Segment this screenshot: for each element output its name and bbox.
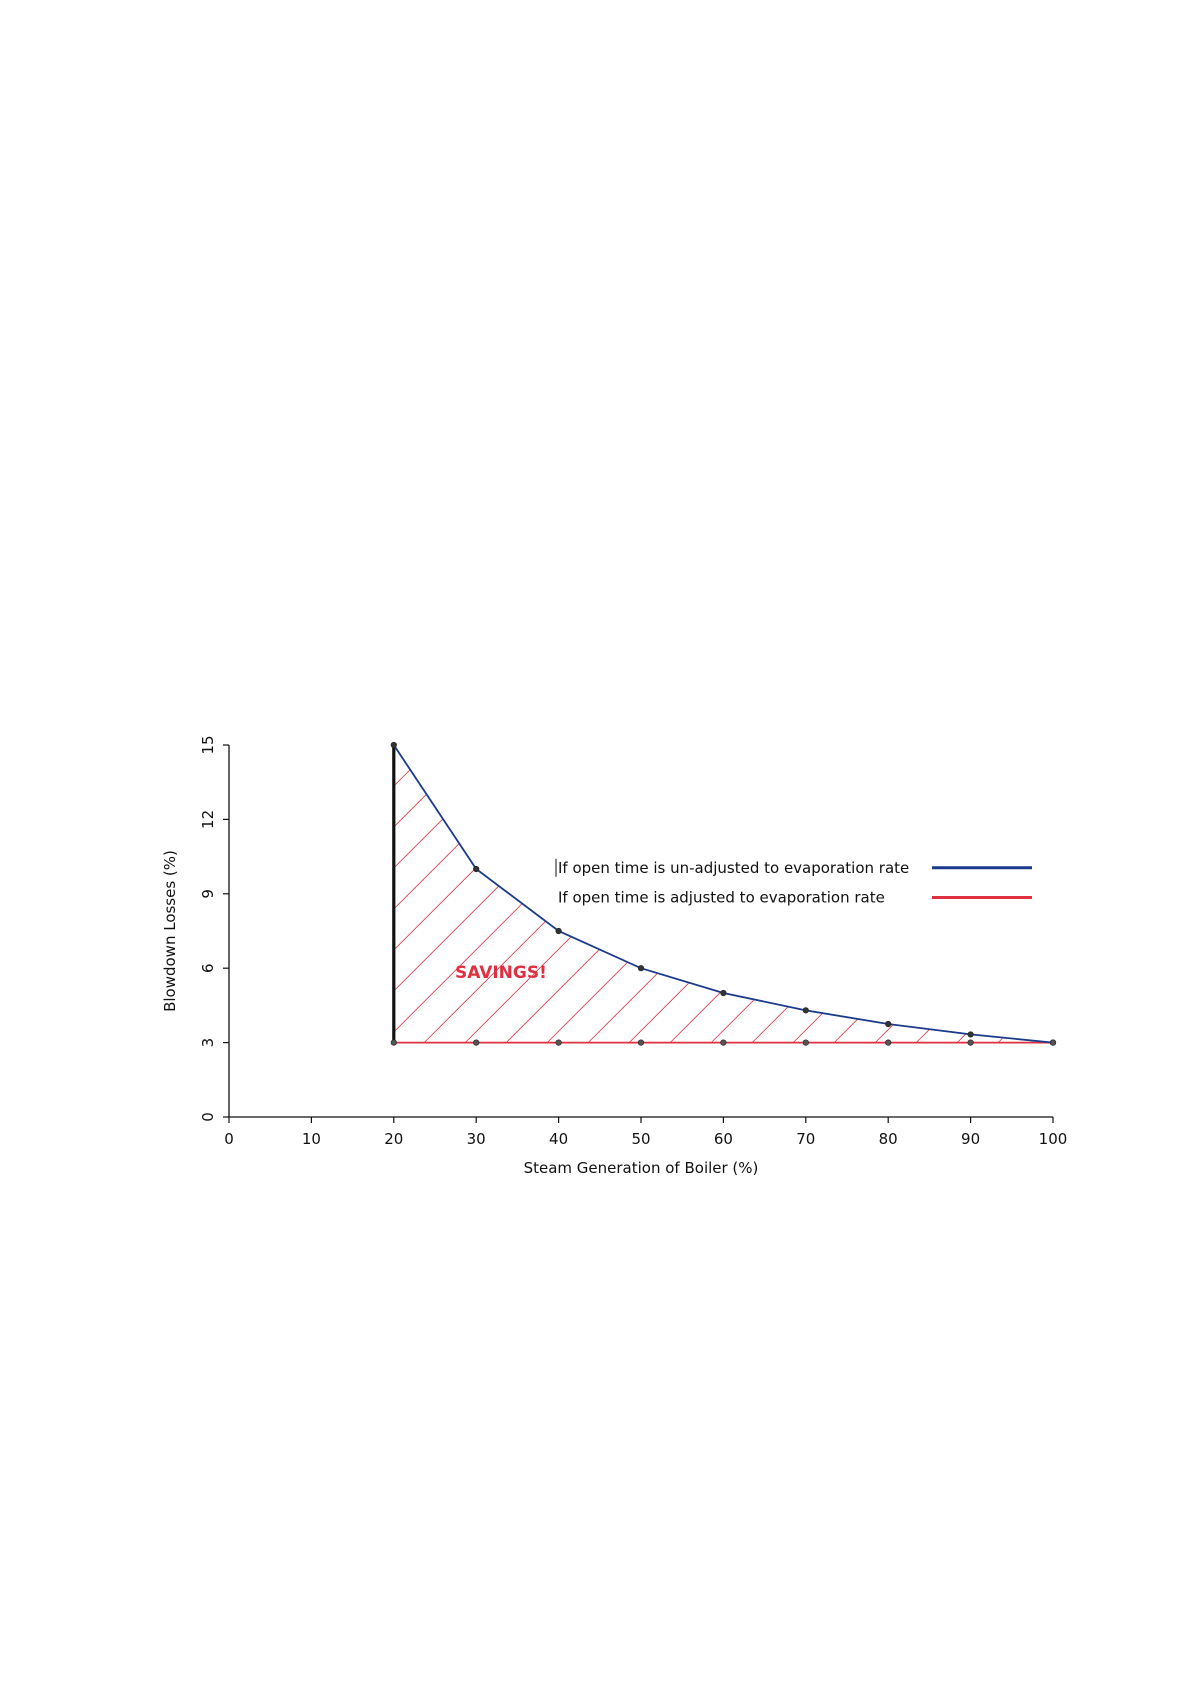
- x-tick-label: 80: [879, 1130, 898, 1148]
- y-tick-label: 6: [199, 963, 217, 973]
- x-tick-label: 60: [714, 1130, 733, 1148]
- hatch-line: [997, 745, 1053, 1043]
- hatch-line: [393, 745, 600, 1043]
- x-axis-title: Steam Generation of Boiler (%): [524, 1159, 759, 1177]
- y-tick-label: 9: [199, 889, 217, 899]
- x-tick-label: 90: [961, 1130, 980, 1148]
- x-tick-label: 0: [224, 1130, 234, 1148]
- y-tick-label: 15: [199, 735, 217, 754]
- point-unadjusted: [967, 1031, 974, 1038]
- point-unadjusted: [390, 741, 397, 749]
- point-adjusted: [720, 1039, 727, 1046]
- x-tick-label: 50: [631, 1130, 650, 1148]
- axes: [223, 744, 1054, 1123]
- hatch-line: [393, 745, 559, 1043]
- point-unadjusted: [555, 927, 562, 935]
- hatch-line: [956, 745, 1053, 1043]
- point-unadjusted: [637, 965, 645, 972]
- point-adjusted: [637, 1039, 645, 1046]
- y-tick-label: 12: [199, 810, 217, 829]
- point-adjusted: [390, 1039, 397, 1046]
- hatch-line: [874, 745, 1053, 1043]
- savings-annotation: SAVINGS!: [455, 963, 547, 983]
- hatch-line: [915, 745, 1053, 1043]
- hatch-line: [393, 745, 518, 1043]
- x-tick-label: 20: [384, 1130, 403, 1148]
- point-adjusted: [802, 1039, 809, 1046]
- y-tick-label: 0: [199, 1112, 217, 1122]
- series: [390, 741, 1057, 1046]
- legend-label-unadjusted: If open time is un-adjusted to evaporati…: [558, 859, 909, 877]
- hatch-line: [393, 745, 477, 1043]
- point-adjusted: [885, 1039, 892, 1046]
- y-tick-label: 3: [199, 1038, 217, 1048]
- legend: If open time is un-adjusted to evaporati…: [555, 858, 1032, 907]
- hatch-line: [393, 745, 436, 1043]
- y-axis-title: Blowdown Losses (%): [161, 850, 179, 1012]
- hatch-line: [393, 745, 395, 1043]
- x-tick-label: 40: [549, 1130, 568, 1148]
- point-unadjusted: [720, 989, 727, 997]
- point-adjusted: [967, 1039, 974, 1046]
- tick-labels: 0 10 20 30 40 50 60 70 80 90 100 0 3 6 9 12 15: [199, 735, 1067, 1148]
- x-tick-label: 70: [796, 1130, 815, 1148]
- legend-label-adjusted: If open time is adjusted to evaporation …: [558, 889, 885, 907]
- point-adjusted: [555, 1039, 562, 1046]
- hatch-line: [1038, 745, 1053, 1043]
- point-unadjusted: [802, 1007, 809, 1014]
- x-tick-label: 30: [467, 1130, 486, 1148]
- x-tick-label: 100: [1039, 1130, 1068, 1148]
- x-tick-label: 10: [302, 1130, 321, 1148]
- point-adjusted: [1049, 1039, 1057, 1046]
- point-adjusted: [473, 1039, 480, 1046]
- point-unadjusted: [473, 865, 480, 873]
- point-unadjusted: [885, 1020, 892, 1028]
